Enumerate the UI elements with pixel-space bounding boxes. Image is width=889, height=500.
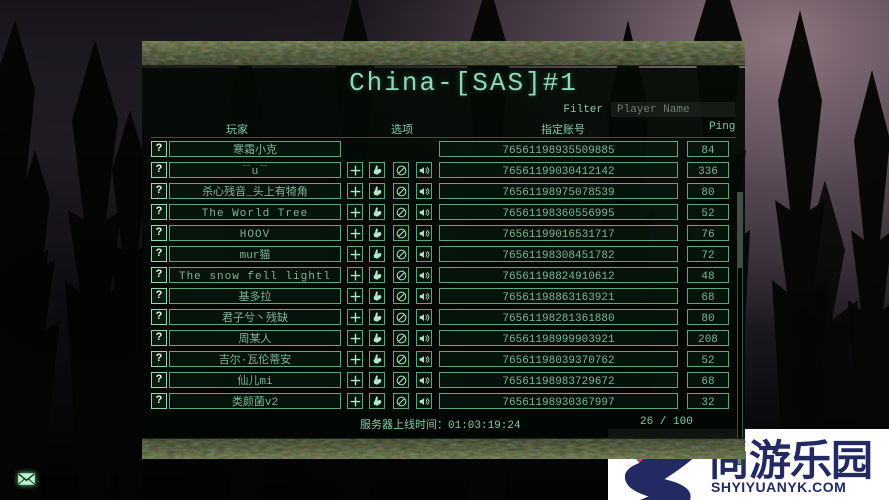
svg-text:SHYIYUANYK.COM: SHYIYUANYK.COM [711, 479, 846, 495]
